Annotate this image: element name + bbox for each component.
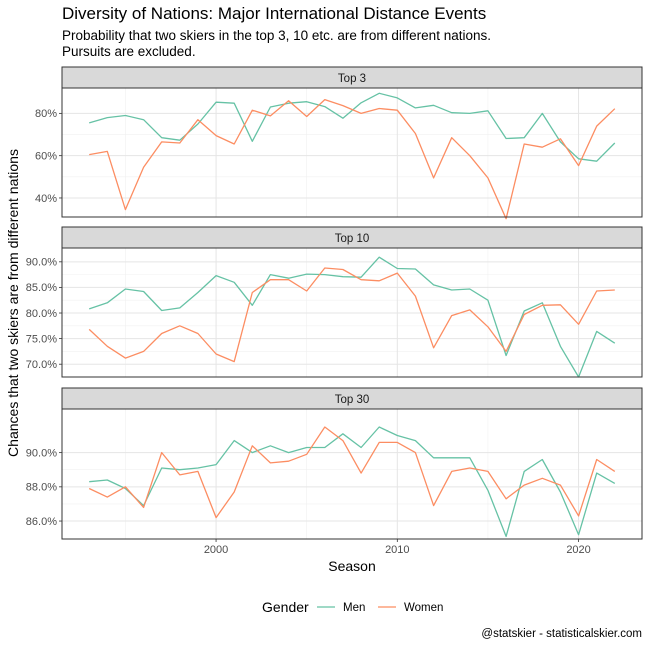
y-tick-label: 90.0%	[26, 447, 57, 459]
legend-label-men: Men	[343, 602, 365, 614]
x-tick-label: 2020	[566, 544, 590, 556]
facet-panel-1: Top 3 40% 60% 80%	[35, 66, 643, 220]
facet-panel-3: Top 30 86.0% 88.0% 90.0% 2000 2010 2020	[26, 387, 643, 556]
facet-strip-label: Top 3	[338, 73, 366, 85]
x-axis-title: Season	[328, 558, 375, 574]
y-tick-label: 85.0%	[26, 282, 57, 294]
x-tick-label: 2000	[204, 544, 228, 556]
y-tick-label: 75.0%	[26, 333, 57, 345]
figure-subtitle-line-1: Probability that two skiers in the top 3…	[62, 28, 491, 43]
legend: Gender Men Women	[262, 599, 443, 615]
series-line-women	[88, 426, 616, 519]
figure-subtitle-line-2: Pursuits are excluded.	[62, 44, 196, 59]
facet-panel-2: Top 10 70.0% 75.0% 80.0% 85.0% 90.0%	[26, 226, 643, 378]
y-tick-label: 90.0%	[26, 257, 57, 269]
y-tick-label: 70.0%	[26, 359, 57, 371]
panel-background	[62, 248, 642, 377]
panel-background	[62, 409, 642, 539]
y-axis-title: Chances that two skiers are from differe…	[5, 149, 21, 457]
panel-border	[61, 87, 643, 218]
legend-label-women: Women	[404, 602, 443, 614]
y-tick-label: 80%	[35, 108, 57, 120]
y-tick-label: 88.0%	[26, 482, 57, 494]
faceted-line-chart: Top 3 40% 60% 80% Top 10 70.0% 75.0% 80.0% 85.0%…	[5, 66, 643, 574]
x-tick-label: 2010	[385, 544, 409, 556]
facet-strip-label: Top 10	[335, 233, 370, 245]
facet-strip-label: Top 30	[335, 394, 370, 406]
y-tick-label: 60%	[35, 150, 57, 162]
y-tick-label: 40%	[35, 193, 57, 205]
y-tick-label: 80.0%	[26, 308, 57, 320]
series-line-women	[88, 267, 615, 363]
legend-title: Gender	[262, 599, 309, 615]
source-caption: @statskier - statisticalskier.com	[481, 628, 642, 640]
series-line-women	[89, 98, 616, 220]
panel-border	[61, 247, 643, 378]
figure-title: Diversity of Nations: Major Internationa…	[62, 4, 487, 23]
y-tick-label: 86.0%	[26, 516, 57, 528]
series-line-men	[89, 426, 616, 538]
panel-border	[61, 408, 643, 540]
series-line-men	[89, 92, 616, 162]
series-line-men	[88, 256, 616, 378]
